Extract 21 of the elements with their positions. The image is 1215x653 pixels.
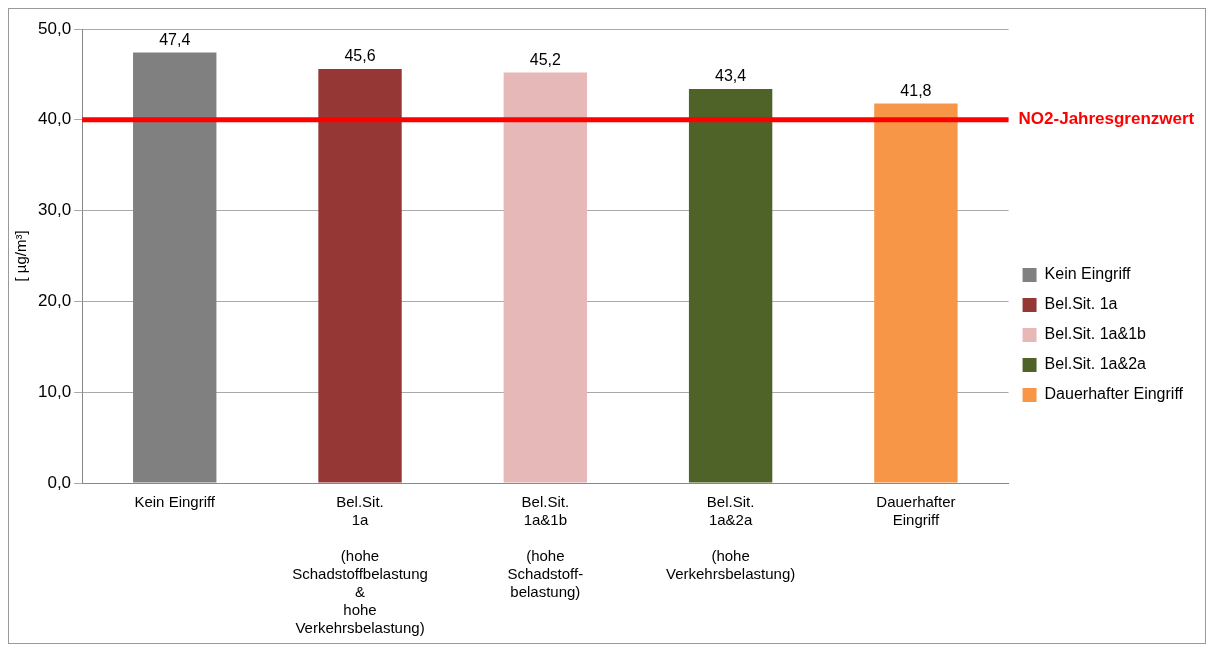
data-label: 45,6: [344, 47, 376, 65]
y-tick-label: 10,0: [37, 381, 72, 401]
legend-label: Kein Eingriff: [1044, 265, 1132, 283]
category-label: Bel.Sit. 1a&2a (hohe Verkehrsbelastung): [665, 493, 796, 583]
data-label: 45,2: [529, 50, 561, 68]
y-tick-label: 50,0: [37, 18, 72, 38]
data-label: 41,8: [900, 81, 932, 99]
ref-line-label: NO2-Jahresgrenzwert: [1018, 109, 1195, 129]
legend-label: Bel.Sit. 1a&1b: [1044, 325, 1147, 343]
y-axis-title: [ µg/m³]: [12, 230, 30, 282]
y-tick-label: 20,0: [37, 291, 72, 311]
legend-label: Bel.Sit. 1a&2a: [1044, 355, 1147, 373]
category-label: Bel.Sit. 1a (hohe Schadstoffbelastung & hohe Verkehrsbelastung): [292, 493, 428, 637]
legend-label: Bel.Sit. 1a: [1044, 295, 1118, 313]
data-label: 43,4: [715, 67, 747, 85]
data-label: 47,4: [159, 31, 191, 49]
legend-label: Dauerhafter Eingriff: [1044, 385, 1184, 403]
y-tick-label: 30,0: [37, 200, 72, 220]
y-tick-label: 40,0: [37, 109, 72, 129]
category-label: Bel.Sit. 1a&1b (hohe Schadstoff- belastung): [507, 493, 584, 601]
y-tick-label: 0,0: [47, 472, 72, 492]
